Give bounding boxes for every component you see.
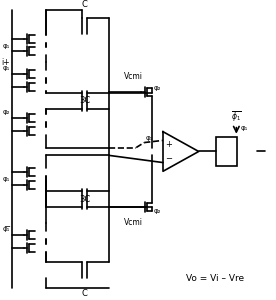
Text: φ₁: φ₁ xyxy=(3,65,10,71)
Text: Vcmi: Vcmi xyxy=(124,218,143,227)
Text: φ₁: φ₁ xyxy=(3,43,10,49)
Text: φ₂: φ₂ xyxy=(154,208,161,214)
Text: −: − xyxy=(3,222,10,231)
Text: C: C xyxy=(82,289,88,298)
Text: Vcmi: Vcmi xyxy=(124,72,143,81)
Text: C: C xyxy=(82,0,88,9)
Text: Vo = Vi – Vre: Vo = Vi – Vre xyxy=(187,274,245,283)
Text: −: − xyxy=(165,154,172,163)
Text: 3C: 3C xyxy=(79,194,90,203)
Text: 3C: 3C xyxy=(79,97,90,106)
Text: i+: i+ xyxy=(2,58,10,67)
Text: φ₁: φ₁ xyxy=(145,135,153,141)
Bar xyxy=(216,136,237,166)
Text: $\overline{\phi_1}$: $\overline{\phi_1}$ xyxy=(231,110,242,124)
Text: φ₂: φ₂ xyxy=(3,109,10,115)
Text: φ₂: φ₂ xyxy=(154,85,161,91)
Text: φ₁: φ₁ xyxy=(3,226,10,232)
Text: φ₁: φ₁ xyxy=(241,125,248,131)
Text: φ₁: φ₁ xyxy=(3,176,10,182)
Text: +: + xyxy=(166,140,172,149)
